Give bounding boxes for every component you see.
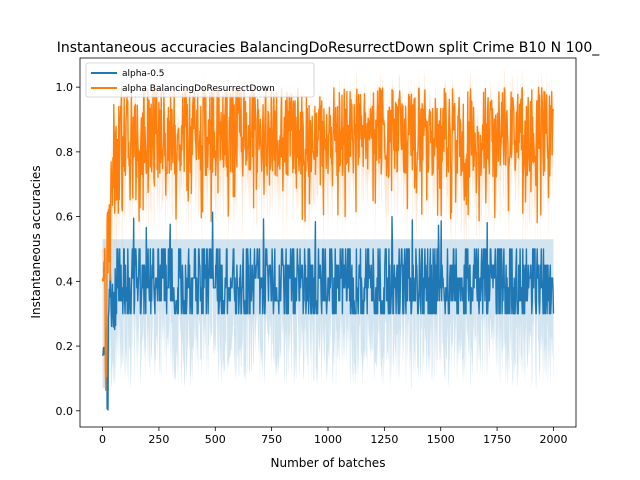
x-tick-label: 1000 bbox=[314, 433, 342, 446]
y-tick-label: 0.6 bbox=[56, 211, 74, 224]
y-tick-label: 0.2 bbox=[56, 340, 74, 353]
y-tick-label: 0.0 bbox=[56, 405, 74, 418]
x-tick-label: 0 bbox=[99, 433, 106, 446]
series-line-0 bbox=[101, 211, 555, 411]
legend-label-alpha-0-5: alpha-0.5 bbox=[122, 69, 165, 79]
y-tick-label: 1.0 bbox=[56, 81, 74, 94]
chart-title: Instantaneous accuracies BalancingDoResu… bbox=[57, 40, 601, 56]
legend-label-alpha-balancing: alpha BalancingDoResurrectDown bbox=[122, 84, 275, 94]
plot-frame bbox=[79, 57, 577, 428]
y-tick-label: 0.8 bbox=[56, 146, 74, 159]
x-tick-label: 1750 bbox=[483, 433, 511, 446]
legend: alpha-0.5 alpha BalancingDoResurrectDown bbox=[85, 62, 315, 98]
x-tick-label: 2000 bbox=[539, 433, 567, 446]
legend-box bbox=[85, 62, 315, 98]
x-tick-label: 1500 bbox=[427, 433, 455, 446]
x-tick-label: 750 bbox=[261, 433, 282, 446]
x-axis: 0 250 500 750 1000 1250 1500 1750 2000 bbox=[99, 427, 567, 446]
y-axis-label: Instantaneous accuracies bbox=[29, 165, 43, 318]
y-axis: 0.0 0.2 0.4 0.6 0.8 1.0 bbox=[56, 81, 80, 418]
series-line-1 bbox=[101, 86, 555, 391]
x-tick-label: 500 bbox=[205, 433, 226, 446]
x-tick-label: 250 bbox=[148, 433, 169, 446]
plot-area bbox=[101, 70, 555, 411]
y-tick-label: 0.4 bbox=[56, 275, 74, 288]
x-axis-label: Number of batches bbox=[271, 456, 386, 470]
x-tick-label: 1250 bbox=[370, 433, 398, 446]
